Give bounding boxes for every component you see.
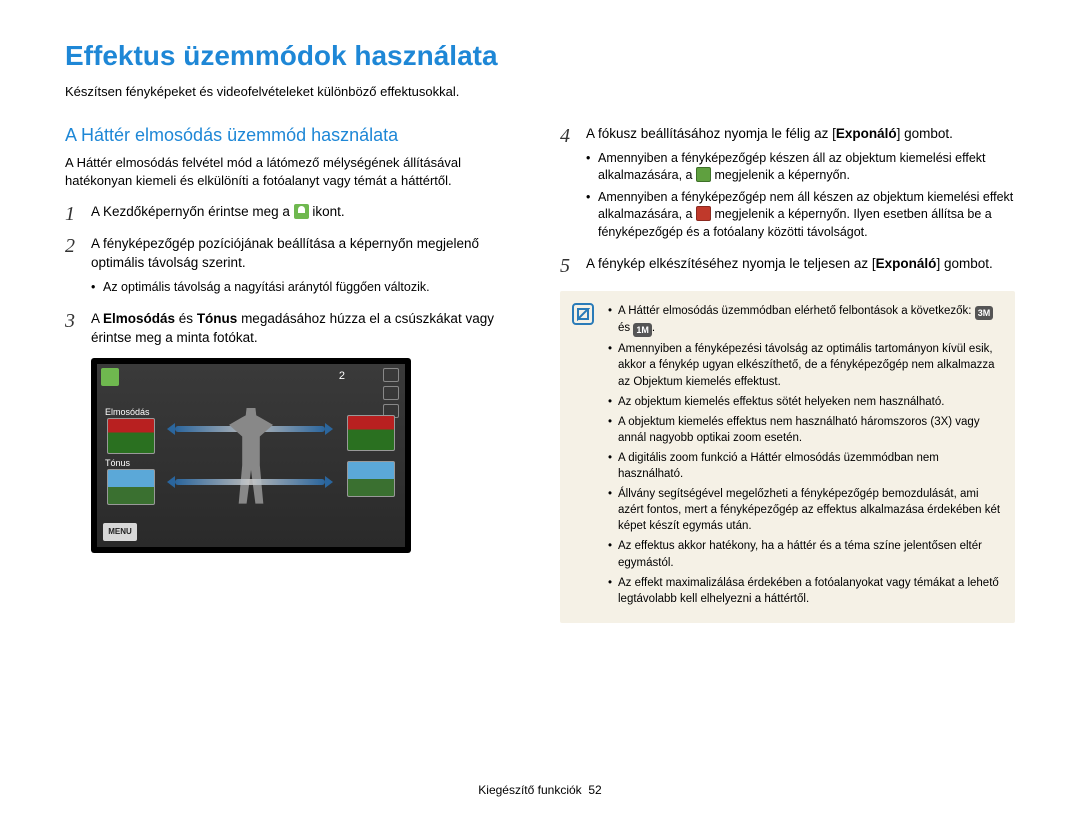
bullet: Amennyiben a fényképezőgép nem áll késze… <box>586 189 1015 242</box>
right-column: 4 A fókusz beállításához nyomja le félig… <box>560 125 1015 623</box>
left-column: A Háttér elmosódás üzemmód használata A … <box>65 125 520 623</box>
step3-bold1: Elmosódás <box>103 311 175 326</box>
step1-text-pre: A Kezdőképernyőn érintse meg a <box>91 204 294 219</box>
not-ready-red-icon <box>696 206 711 221</box>
footer-section: Kiegészítő funkciók <box>478 783 581 797</box>
step-3: 3 A Elmosódás és Tónus megadásához húzza… <box>65 310 520 348</box>
step-body: A Elmosódás és Tónus megadásához húzza e… <box>91 310 520 348</box>
sample-thumb-tone <box>107 469 155 505</box>
person-silhouette-icon <box>229 408 273 504</box>
note-item: A digitális zoom funkció a Háttér elmosó… <box>608 450 1001 482</box>
step3-pre: A <box>91 311 103 326</box>
step4-pre: A fókusz beállításához nyomja le félig a… <box>586 126 836 141</box>
left-sample-thumbs: Elmosódás Tónus <box>97 407 165 505</box>
right-sample-thumbs <box>337 415 405 497</box>
page-footer: Kiegészítő funkciók 52 <box>0 783 1080 797</box>
note-item: Az objektum kiemelés effektus sötét hely… <box>608 394 1001 410</box>
note-item: Az effekt maximalizálása érdekében a fot… <box>608 575 1001 607</box>
arrow-right-icon <box>325 423 333 435</box>
note-icon <box>572 303 594 325</box>
lcd-inner: 2 Elmosódás <box>97 364 405 547</box>
step5-bold: Exponáló <box>876 256 937 271</box>
step4-bullets: Amennyiben a fényképezőgép készen áll az… <box>586 150 1015 242</box>
sample-thumb-blur <box>107 418 155 454</box>
note-list: A Háttér elmosódás üzemmódban elérhető f… <box>608 303 1001 606</box>
step-number: 5 <box>560 255 578 277</box>
footer-page-number: 52 <box>588 783 601 797</box>
page-title: Effektus üzemmódok használata <box>65 40 1015 72</box>
note-item: A Háttér elmosódás üzemmódban elérhető f… <box>608 303 1001 337</box>
step-body: A fókusz beállításához nyomja le félig a… <box>586 125 1015 245</box>
tone-thumb-row: Tónus <box>101 458 161 505</box>
two-column-layout: A Háttér elmosódás üzemmód használata A … <box>65 125 1015 623</box>
resolution-3m-icon: 3M <box>975 306 994 320</box>
step-4: 4 A fókusz beállításához nyomja le félig… <box>560 125 1015 245</box>
step-body: A fényképezőgép pozíciójának beállítása … <box>91 235 520 300</box>
step5-pre: A fénykép elkészítéséhez nyomja le telje… <box>586 256 876 271</box>
step2-bullets: Az optimális távolság a nagyítási arányt… <box>91 279 520 297</box>
step3-mid: és <box>175 311 197 326</box>
n1-pre: A Háttér elmosódás üzemmódban elérhető f… <box>618 305 975 317</box>
step-number: 3 <box>65 310 83 332</box>
note-item: Az effektus akkor hatékony, ha a háttér … <box>608 538 1001 570</box>
ready-green-icon <box>696 167 711 182</box>
resolution-1m-icon: 1M <box>633 323 652 337</box>
blur-label: Elmosódás <box>101 407 150 417</box>
b-post: megjelenik a képernyőn. <box>711 168 850 182</box>
sample-thumb-tone-right <box>347 461 395 497</box>
step-number: 2 <box>65 235 83 257</box>
step-2: 2 A fényképezőgép pozíciójának beállítás… <box>65 235 520 300</box>
arrow-left-icon <box>167 423 175 435</box>
section-intro: A Háttér elmosódás felvétel mód a látóme… <box>65 154 520 189</box>
menu-button: MENU <box>103 523 137 541</box>
battery-icon <box>383 368 399 382</box>
arrow-left-icon <box>167 476 175 488</box>
mode-icon <box>101 368 119 386</box>
note-item: Állvány segítségével megelőzheti a fényk… <box>608 486 1001 534</box>
tone-label: Tónus <box>101 458 130 468</box>
sample-thumb-blur-right <box>347 415 395 451</box>
step-body: A fénykép elkészítéséhez nyomja le telje… <box>586 255 1015 274</box>
bullet: Az optimális távolság a nagyítási arányt… <box>91 279 520 297</box>
camera-lcd-mockup: 2 Elmosódás <box>91 358 411 553</box>
object-highlight-mode-icon <box>294 204 309 219</box>
step-number: 1 <box>65 203 83 225</box>
step-number: 4 <box>560 125 578 147</box>
step2-text: A fényképezőgép pozíciójának beállítása … <box>91 236 479 270</box>
manual-page: Effektus üzemmódok használata Készítsen … <box>0 0 1080 623</box>
step1-text-post: ikont. <box>309 204 345 219</box>
lcd-top-bar: 2 <box>97 364 405 388</box>
step3-bold2: Tónus <box>197 311 238 326</box>
note-item: Amennyiben a fényképezési távolság az op… <box>608 341 1001 389</box>
step-5: 5 A fénykép elkészítéséhez nyomja le tel… <box>560 255 1015 277</box>
step5-post: ] gombot. <box>936 256 992 271</box>
lcd-center <box>165 392 337 519</box>
section-heading: A Háttér elmosódás üzemmód használata <box>65 125 520 146</box>
blur-thumb-row: Elmosódás <box>101 407 161 454</box>
step4-bold: Exponáló <box>836 126 897 141</box>
step-body: A Kezdőképernyőn érintse meg a ikont. <box>91 203 520 222</box>
note-box: A Háttér elmosódás üzemmódban elérhető f… <box>560 291 1015 622</box>
note-item: A objektum kiemelés effektus nem használ… <box>608 414 1001 446</box>
page-subtitle: Készítsen fényképeket és videofelvételek… <box>65 84 1015 99</box>
n1-post: . <box>652 322 655 334</box>
lcd-content-area: Elmosódás Tónus <box>97 392 405 519</box>
step4-post: ] gombot. <box>897 126 953 141</box>
step-1: 1 A Kezdőképernyőn érintse meg a ikont. <box>65 203 520 225</box>
bullet: Amennyiben a fényképezőgép készen áll az… <box>586 150 1015 185</box>
tone-slider <box>175 479 325 485</box>
arrow-right-icon <box>325 476 333 488</box>
n1-mid: és <box>618 322 633 334</box>
shot-counter: 2 <box>339 370 345 382</box>
